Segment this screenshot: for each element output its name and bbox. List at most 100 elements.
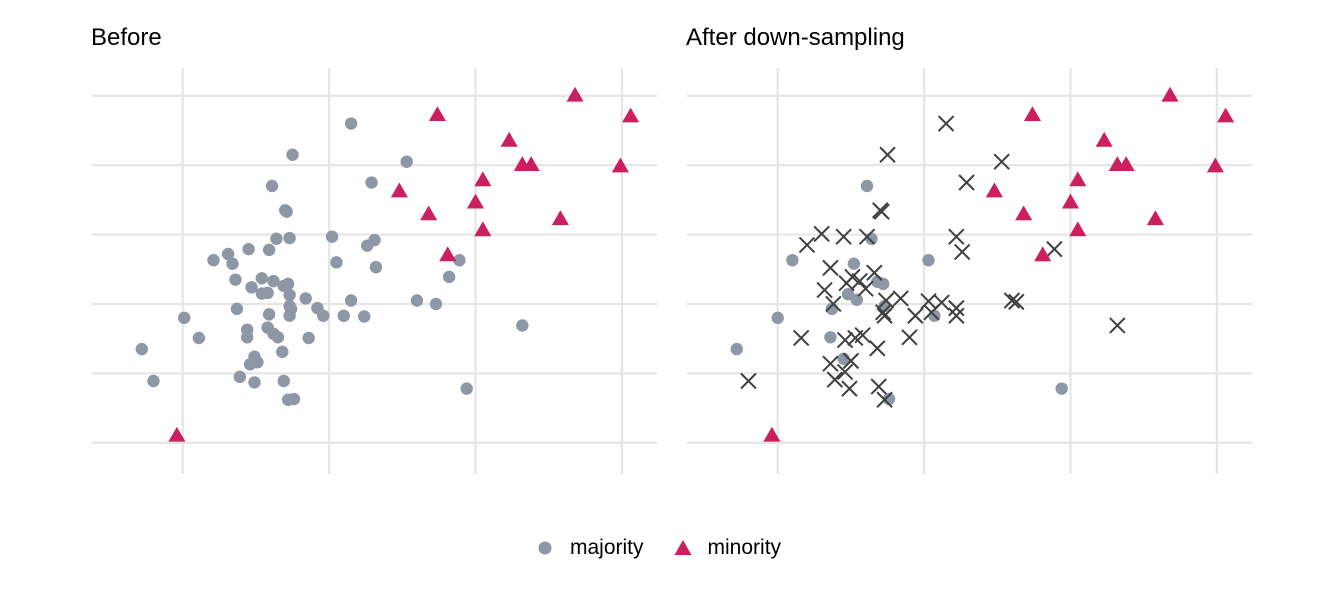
point-majority (922, 254, 935, 267)
point-minority (420, 205, 438, 221)
point-majority (865, 232, 878, 245)
point-majority (786, 254, 799, 267)
point-minority (474, 221, 492, 237)
point-majority (369, 260, 383, 274)
point-minority (522, 156, 540, 172)
point-removed-majority (907, 307, 924, 324)
point-majority (365, 176, 378, 189)
point-removed-majority (874, 304, 892, 321)
point-removed-majority (813, 225, 830, 243)
point-removed-majority (740, 372, 757, 390)
point-minority (390, 182, 408, 198)
point-majority (344, 294, 358, 307)
point-majority (302, 331, 315, 345)
legend-label-minority: minority (707, 536, 782, 559)
point-removed-majority (822, 259, 839, 277)
point-minority (1034, 246, 1052, 262)
point-minority (1161, 86, 1179, 102)
point-removed-majority (842, 352, 860, 370)
point-majority (221, 247, 235, 261)
point-majority (207, 254, 220, 267)
point-removed-majority (876, 307, 893, 324)
point-removed-majority (1046, 240, 1063, 258)
point-removed-majority (841, 380, 858, 397)
point-majority (242, 242, 255, 256)
point-minority (1117, 156, 1135, 172)
point-majority (344, 117, 358, 130)
point-majority (240, 331, 254, 344)
point-majority (1055, 382, 1068, 395)
point-removed-majority (869, 340, 886, 357)
point-majority (847, 257, 861, 270)
point-removed-majority (923, 304, 940, 321)
point-majority (325, 230, 339, 243)
point-majority (265, 179, 279, 193)
point-removed-majority (1008, 293, 1025, 311)
point-removed-majority (857, 280, 874, 297)
point-majority (860, 179, 874, 193)
point-minority (1146, 210, 1164, 226)
point-majority (270, 232, 283, 245)
point-majority (277, 374, 290, 388)
point-majority (283, 309, 296, 322)
point-majority (429, 297, 443, 311)
point-removed-majority (835, 228, 852, 245)
point-removed-majority (948, 307, 965, 324)
point-majority (730, 342, 743, 356)
point-removed-majority (870, 378, 887, 395)
point-minority (763, 426, 781, 442)
point-majority (229, 273, 242, 286)
point-minority (551, 210, 569, 226)
point-minority (1015, 205, 1033, 221)
panel-0 (92, 68, 657, 474)
point-majority (277, 279, 290, 293)
point-minority (1069, 221, 1087, 237)
point-majority (267, 274, 280, 288)
point-removed-majority (866, 264, 883, 281)
point-majority (283, 288, 296, 302)
panel-title-after: After down-sampling (686, 24, 905, 51)
point-minority (1206, 157, 1224, 173)
point-majority (460, 382, 473, 395)
point-removed-majority (826, 371, 844, 388)
point-majority (516, 319, 529, 332)
point-removed-majority (879, 146, 896, 163)
point-majority (453, 254, 466, 267)
point-majority (262, 243, 276, 257)
point-majority (850, 293, 863, 307)
panel-1 (687, 68, 1252, 474)
point-majority (178, 311, 191, 325)
point-removed-majority (836, 363, 854, 381)
point-majority (276, 345, 289, 359)
point-majority (287, 392, 301, 406)
point-removed-majority (838, 274, 855, 292)
legend-item-majority: majority (530, 533, 644, 563)
point-removed-majority (993, 153, 1010, 170)
point-majority (360, 239, 374, 252)
point-majority (271, 331, 285, 344)
point-majority (135, 342, 148, 356)
point-removed-majority (892, 290, 909, 307)
point-removed-majority (1109, 317, 1126, 334)
point-removed-majority (822, 355, 839, 372)
point-removed-majority (825, 295, 842, 313)
point-majority (226, 257, 239, 270)
point-majority (824, 331, 837, 344)
point-minority (566, 86, 584, 102)
point-majority (251, 356, 264, 369)
point-removed-majority (876, 391, 893, 408)
point-removed-majority (872, 202, 889, 219)
point-majority (286, 148, 299, 161)
point-minority (428, 106, 446, 122)
point-minority (500, 131, 518, 147)
point-minority (1095, 131, 1113, 147)
point-minority (466, 193, 485, 209)
point-removed-majority (858, 228, 876, 245)
point-minority (1217, 107, 1235, 123)
point-removed-majority (920, 292, 937, 310)
point-removed-majority (937, 115, 955, 132)
point-majority (147, 374, 160, 388)
point-removed-majority (854, 326, 871, 344)
point-majority (261, 286, 274, 300)
